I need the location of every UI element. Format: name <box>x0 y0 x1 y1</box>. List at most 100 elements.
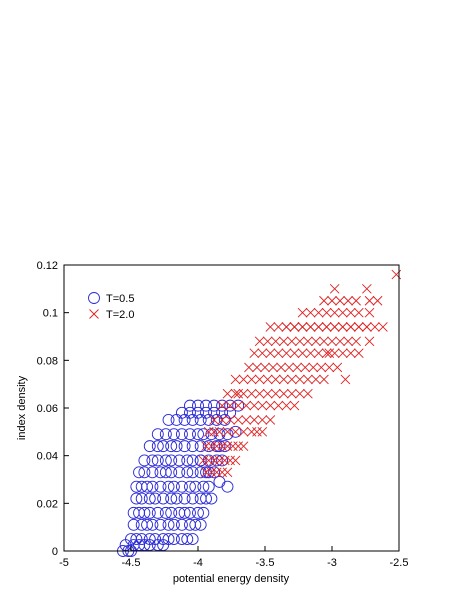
data-point-t20 <box>273 348 284 359</box>
data-point-t20 <box>230 455 241 466</box>
data-point-t20 <box>246 388 257 399</box>
legend-label-0: T=0.5 <box>106 293 134 305</box>
data-point-t20 <box>353 307 364 318</box>
data-point-t20 <box>303 336 313 347</box>
data-point-t20 <box>211 441 222 451</box>
data-point-t05 <box>194 518 207 531</box>
data-point-t20 <box>284 362 294 373</box>
data-point-t05 <box>162 413 175 426</box>
y-axis-title: index density <box>16 375 28 440</box>
data-point-t05 <box>146 454 159 467</box>
data-point-t05 <box>208 399 221 412</box>
data-point-t05 <box>202 480 215 493</box>
data-point-t05 <box>192 406 204 419</box>
data-point-t05 <box>175 518 188 531</box>
data-point-t05 <box>186 466 199 479</box>
data-point-t05 <box>167 480 180 493</box>
data-point-t20 <box>238 441 249 451</box>
data-point-t05 <box>186 454 199 467</box>
data-point-t20 <box>327 295 337 306</box>
data-point-t20 <box>345 348 356 359</box>
data-point-t20 <box>211 467 222 478</box>
y-tick-label: 0 <box>52 546 58 558</box>
legend-marker-1 <box>89 309 99 319</box>
data-point-t05 <box>197 428 210 441</box>
plot-frame <box>63 264 400 552</box>
data-point-t20 <box>313 322 324 332</box>
data-point-t20 <box>214 427 225 437</box>
data-point-t05 <box>178 492 191 505</box>
data-point-t20 <box>270 388 281 399</box>
data-point-t20 <box>300 362 311 373</box>
data-point-t05 <box>149 533 162 546</box>
data-point-t20 <box>225 415 235 425</box>
data-point-t20 <box>219 455 230 466</box>
data-point-t05 <box>159 506 172 519</box>
data-point-t05 <box>200 492 212 505</box>
data-point-t20 <box>257 348 268 359</box>
x-axis-title: potential energy density <box>173 573 290 585</box>
data-point-t20 <box>254 388 265 399</box>
data-point-t20 <box>278 336 289 347</box>
data-point-t20 <box>297 322 308 332</box>
data-point-t05 <box>197 480 210 493</box>
data-point-t20 <box>297 307 308 318</box>
data-point-t05 <box>162 533 175 546</box>
data-point-t20 <box>295 336 305 347</box>
data-point-t20 <box>209 427 219 437</box>
data-point-t05 <box>143 440 156 453</box>
data-point-t20 <box>351 295 361 306</box>
data-point-t05 <box>181 454 194 467</box>
data-point-t20 <box>233 415 244 425</box>
data-point-t20 <box>340 374 351 385</box>
data-point-t20 <box>222 427 233 437</box>
data-point-t05 <box>229 425 242 438</box>
data-point-t05 <box>224 399 237 412</box>
data-point-t20 <box>203 455 214 466</box>
data-point-t20 <box>209 455 219 466</box>
data-point-t20 <box>286 336 297 347</box>
data-point-t05 <box>216 399 229 412</box>
data-point-t20 <box>313 307 324 318</box>
data-point-t05 <box>218 440 231 453</box>
data-point-t05 <box>216 406 229 419</box>
data-point-t20 <box>337 348 348 359</box>
data-point-t05 <box>146 518 159 531</box>
data-point-t20 <box>295 374 305 385</box>
data-point-t05 <box>186 440 199 453</box>
data-point-t20 <box>217 415 227 425</box>
legend-label-1: T=2.0 <box>106 309 134 321</box>
data-point-t05 <box>181 533 194 546</box>
data-point-t20 <box>303 388 313 399</box>
data-point-t05 <box>159 428 172 441</box>
data-point-t05 <box>224 406 237 419</box>
data-point-t20 <box>206 467 217 478</box>
data-point-t20 <box>378 322 388 332</box>
data-point-t20 <box>273 322 284 332</box>
data-point-t05 <box>210 454 223 467</box>
data-point-t05 <box>138 466 151 479</box>
data-point-t05 <box>178 440 191 453</box>
data-point-t20 <box>337 322 348 332</box>
data-point-t05 <box>135 533 148 546</box>
data-point-t05 <box>202 466 215 479</box>
data-point-t05 <box>151 506 164 519</box>
data-point-t20 <box>343 336 353 347</box>
data-point-t20 <box>278 388 289 399</box>
data-point-t20 <box>337 307 348 318</box>
data-point-t20 <box>241 400 252 411</box>
data-point-t20 <box>257 415 268 425</box>
data-point-t20 <box>329 284 340 294</box>
data-point-t20 <box>308 362 319 373</box>
data-point-t05 <box>173 466 186 479</box>
data-point-t20 <box>292 362 302 373</box>
data-point-t05 <box>184 399 196 412</box>
data-point-t20 <box>362 322 372 332</box>
data-point-t20 <box>238 427 249 437</box>
data-point-t05 <box>130 492 143 505</box>
data-point-t05 <box>208 406 221 419</box>
data-point-t20 <box>319 336 329 347</box>
data-point-t05 <box>127 518 140 531</box>
data-point-t20 <box>244 362 254 373</box>
data-point-t20 <box>209 415 219 425</box>
